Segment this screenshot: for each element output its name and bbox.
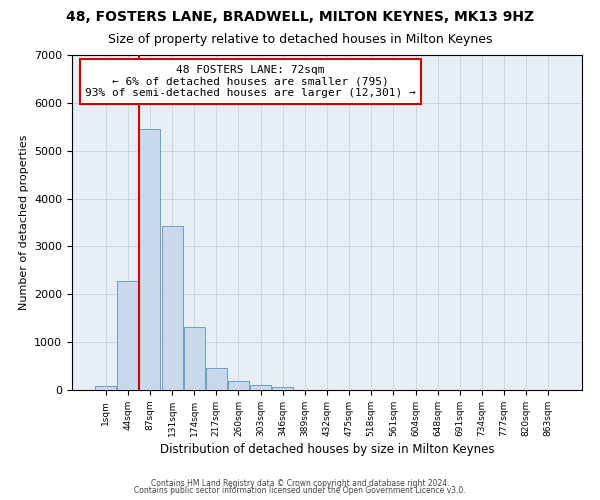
Bar [272,388,293,390]
Text: Size of property relative to detached houses in Milton Keynes: Size of property relative to detached ho… [108,32,492,46]
Text: Contains public sector information licensed under the Open Government Licence v3: Contains public sector information licen… [134,486,466,495]
Bar [228,381,249,390]
Bar [206,368,227,390]
X-axis label: Distribution of detached houses by size in Milton Keynes: Distribution of detached houses by size … [160,443,494,456]
Bar [161,226,182,390]
Bar [139,128,160,390]
Text: 48 FOSTERS LANE: 72sqm
← 6% of detached houses are smaller (795)
93% of semi-det: 48 FOSTERS LANE: 72sqm ← 6% of detached … [85,65,416,98]
Bar [250,386,271,390]
Text: Contains HM Land Registry data © Crown copyright and database right 2024.: Contains HM Land Registry data © Crown c… [151,478,449,488]
Bar [184,327,205,390]
Text: 48, FOSTERS LANE, BRADWELL, MILTON KEYNES, MK13 9HZ: 48, FOSTERS LANE, BRADWELL, MILTON KEYNE… [66,10,534,24]
Bar [95,386,116,390]
Y-axis label: Number of detached properties: Number of detached properties [19,135,29,310]
Bar [118,281,139,390]
